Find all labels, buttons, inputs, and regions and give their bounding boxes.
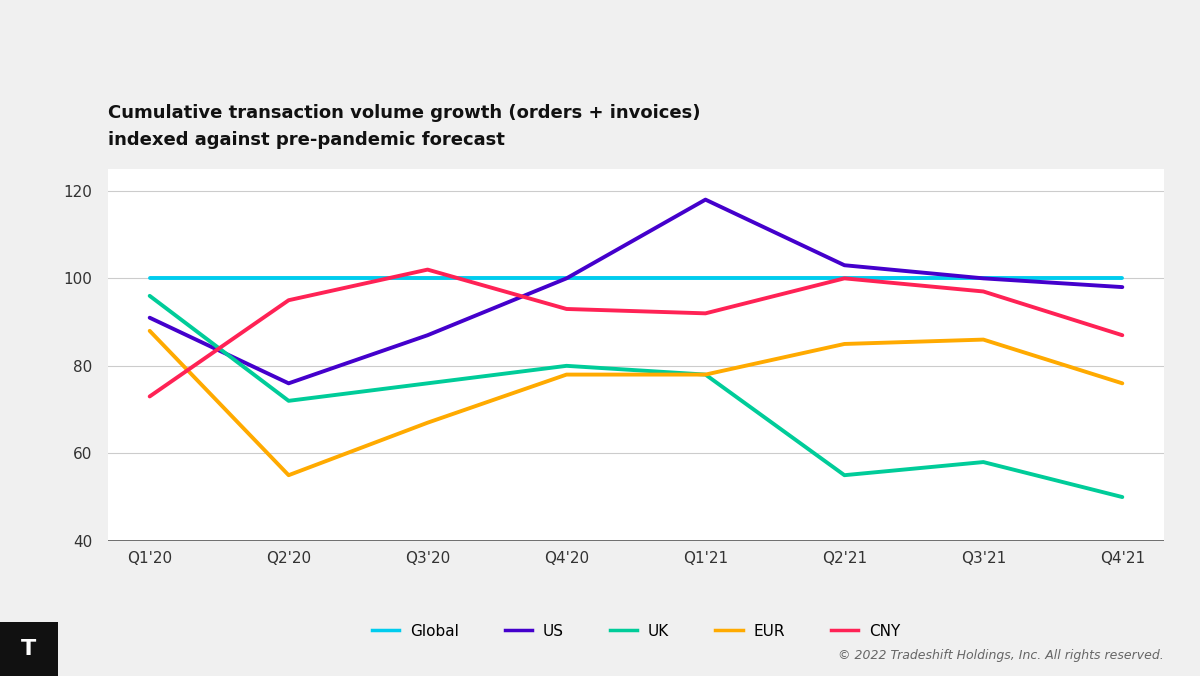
Text: Cumulative transaction volume growth (orders + invoices)
indexed against pre-pan: Cumulative transaction volume growth (or… [108, 104, 701, 149]
Text: T: T [22, 639, 36, 659]
Text: © 2022 Tradeshift Holdings, Inc. All rights reserved.: © 2022 Tradeshift Holdings, Inc. All rig… [839, 650, 1164, 662]
Legend: Global, US, UK, EUR, CNY: Global, US, UK, EUR, CNY [366, 617, 906, 645]
